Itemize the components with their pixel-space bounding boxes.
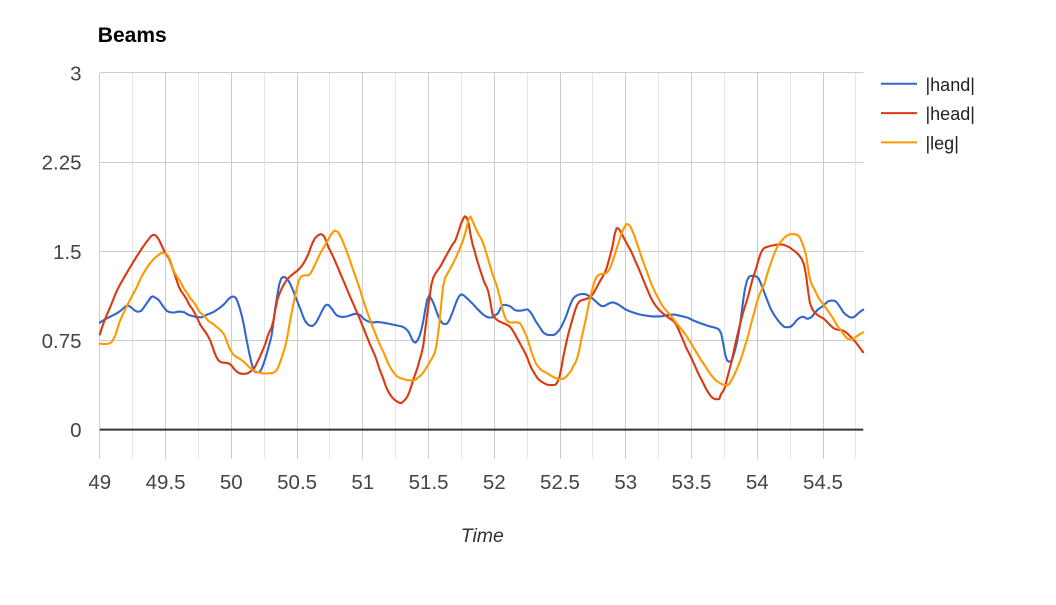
- svg-text:49: 49: [88, 471, 111, 494]
- svg-text:0.75: 0.75: [42, 330, 82, 353]
- svg-text:53.5: 53.5: [672, 471, 712, 494]
- svg-text:50: 50: [220, 471, 243, 494]
- svg-text:51.5: 51.5: [409, 471, 449, 494]
- svg-text:52.5: 52.5: [540, 471, 580, 494]
- svg-text:Beams: Beams: [98, 24, 167, 47]
- svg-text:|hand|: |hand|: [926, 75, 975, 95]
- svg-text:|leg|: |leg|: [926, 133, 959, 153]
- svg-text:|head|: |head|: [926, 104, 975, 124]
- svg-text:0: 0: [70, 419, 81, 442]
- svg-text:51: 51: [351, 471, 374, 494]
- svg-text:1.5: 1.5: [53, 241, 82, 264]
- svg-text:2.25: 2.25: [42, 152, 82, 175]
- svg-text:53: 53: [614, 471, 637, 494]
- svg-text:54: 54: [746, 471, 769, 494]
- svg-text:54.5: 54.5: [803, 471, 843, 494]
- svg-text:3: 3: [70, 63, 81, 86]
- svg-text:50.5: 50.5: [277, 471, 317, 494]
- svg-text:49.5: 49.5: [146, 471, 186, 494]
- svg-text:Time: Time: [461, 525, 504, 547]
- svg-text:52: 52: [483, 471, 506, 494]
